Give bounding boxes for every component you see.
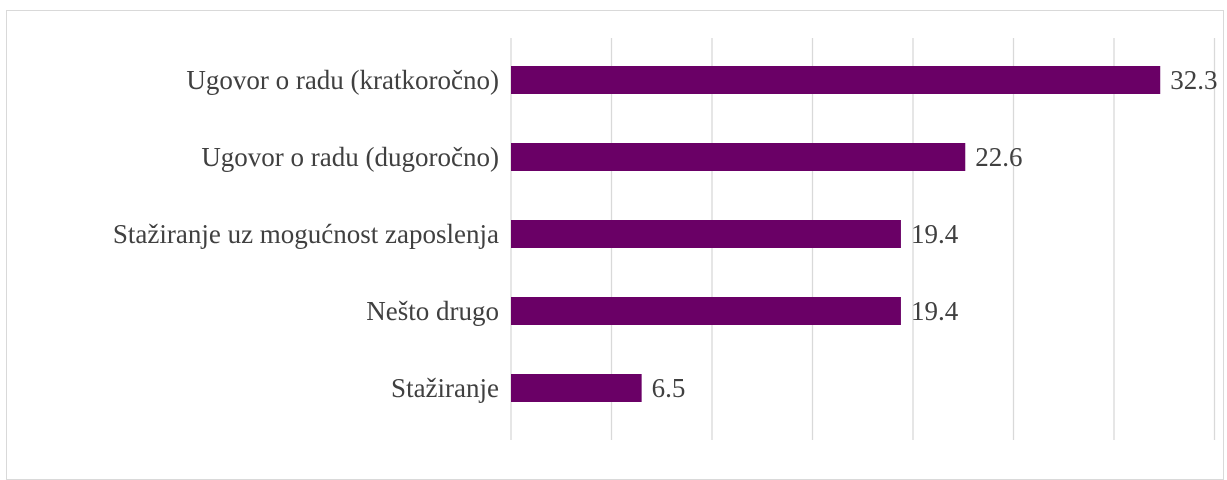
data-label: 6.5 [652,373,686,403]
bar [511,220,901,248]
category-label: Ugovor o radu (dugoročno) [201,142,499,172]
data-label: 19.4 [911,296,959,326]
category-label: Nešto drugo [366,296,499,326]
category-label: Stažiranje [391,373,499,403]
bar [511,297,901,325]
category-label: Ugovor o radu (kratkoročno) [186,65,499,95]
data-label: 32.3 [1170,65,1217,95]
bar-chart: Ugovor o radu (kratkoročno) 32.3 Ugovor o … [113,38,1217,440]
bar [511,374,642,402]
data-label: 19.4 [911,219,959,249]
category-label: Stažiranje uz mogućnost zaposlenja [113,219,499,249]
bar [511,143,966,171]
data-label: 22.6 [975,142,1022,172]
bar [511,66,1161,94]
